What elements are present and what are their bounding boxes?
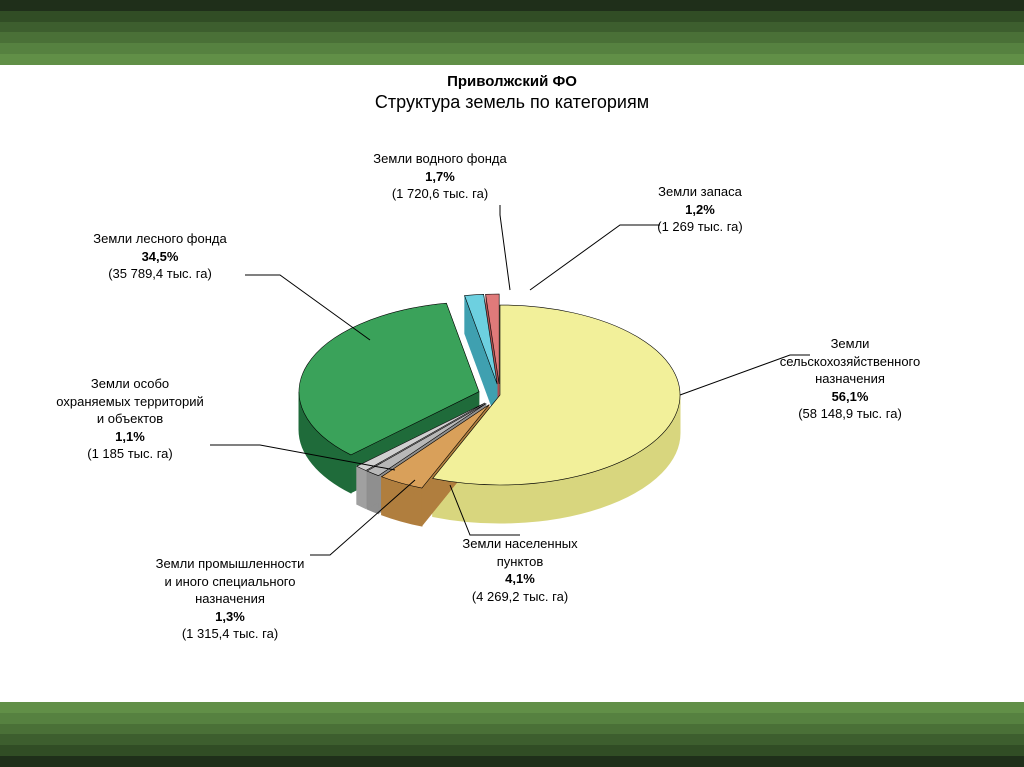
label-forest: Земли лесного фонда34,5%(35 789,4 тыс. г… — [60, 230, 260, 283]
leader-water — [500, 205, 510, 290]
label-settlements: Земли населенныхпунктов4,1%(4 269,2 тыс.… — [420, 535, 620, 605]
top-stripes — [0, 0, 1024, 65]
slide-frame: Приволжский ФО Структура земель по катег… — [0, 0, 1024, 767]
label-agricultural: Землисельскохозяйственногоназначения56,1… — [750, 335, 950, 423]
label-industry: Земли промышленностии иного специального… — [130, 555, 330, 643]
content-area: Приволжский ФО Структура земель по катег… — [0, 65, 1024, 702]
label-water: Земли водного фонда1,7%(1 720,6 тыс. га) — [340, 150, 540, 203]
bottom-stripes — [0, 702, 1024, 767]
label-reserve: Земли запаса1,2%(1 269 тыс. га) — [600, 183, 800, 236]
label-protected: Земли особоохраняемых территорийи объект… — [30, 375, 230, 463]
